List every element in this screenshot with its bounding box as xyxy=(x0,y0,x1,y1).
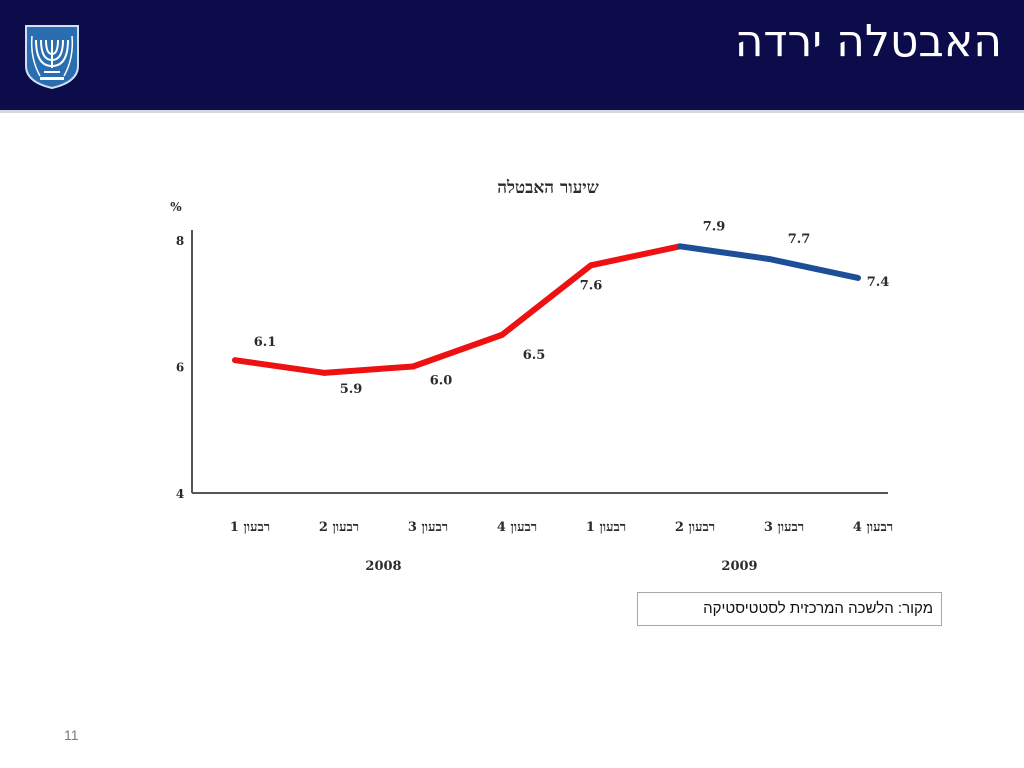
y-unit-label: % xyxy=(170,200,182,214)
series-line-segment xyxy=(588,243,683,269)
header-bar xyxy=(0,0,1024,110)
data-label: 6.5 xyxy=(523,348,546,363)
x-tick-label: רבעון 4 xyxy=(497,520,537,535)
series-line-segment xyxy=(677,243,772,262)
series-line-segment xyxy=(766,255,861,281)
x-tick-label: רבעון 3 xyxy=(408,520,448,535)
x-tick-label: רבעון 1 xyxy=(230,520,270,535)
data-label: 7.9 xyxy=(703,219,726,234)
series-line-segment xyxy=(499,262,594,338)
chart-title: שיעור האבטלה xyxy=(497,178,599,198)
header-divider xyxy=(0,110,1024,113)
page-number: 11 xyxy=(64,727,79,743)
data-label: 7.4 xyxy=(867,275,890,290)
x-tick-label: רבעון 2 xyxy=(675,520,715,535)
x-tick-label: רבעון 1 xyxy=(586,520,626,535)
x-tick-label: רבעון 4 xyxy=(853,520,893,535)
data-label: 7.7 xyxy=(788,232,811,247)
y-tick-label: 4 xyxy=(176,487,184,501)
y-tick-label: 8 xyxy=(176,234,184,248)
year-group-label: 2009 xyxy=(721,559,757,574)
series-line-segment xyxy=(410,331,505,370)
state-emblem-icon xyxy=(25,25,79,90)
data-label: 6.1 xyxy=(254,335,277,350)
data-label: 7.6 xyxy=(580,278,603,293)
x-tick-label: רבעון 3 xyxy=(764,520,804,535)
y-tick-label: 6 xyxy=(176,361,184,375)
x-tick-label: רבעון 2 xyxy=(319,520,359,535)
source-box: מקור: הלשכה המרכזית לסטטיסטיקה xyxy=(637,592,942,626)
data-label: 5.9 xyxy=(340,382,363,397)
series-line-segment xyxy=(321,363,416,376)
series-line-segment xyxy=(232,357,327,376)
year-group-label: 2008 xyxy=(365,559,401,574)
data-label: 6.0 xyxy=(430,374,453,389)
slide-title: האבטלה ירדה xyxy=(734,16,1002,67)
source-note: מקור: הלשכה המרכזית לסטטיסטיקה xyxy=(703,600,933,617)
